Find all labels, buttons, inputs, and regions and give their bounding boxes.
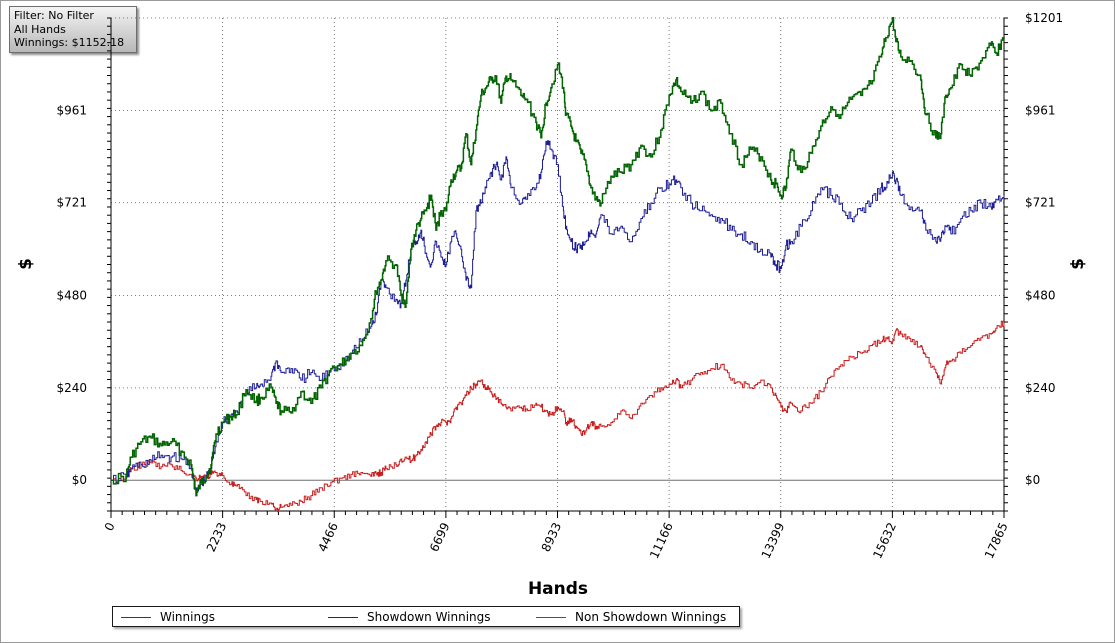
hands-scope-label: All Hands — [14, 22, 66, 36]
y-left-tick-label-0: $961 — [56, 103, 87, 117]
y-right-tick-label-1: $961 — [1025, 103, 1056, 117]
x-axis-title: Hands — [528, 579, 588, 599]
y-left-tick-label-2: $480 — [56, 288, 87, 302]
series-line-1 — [111, 140, 1005, 495]
x-tick-label-4: 8933 — [539, 520, 565, 554]
x-tick-label-7: 15632 — [870, 520, 899, 561]
series-layer — [111, 17, 1005, 513]
y-left-tick-label-3: $240 — [56, 381, 87, 395]
legend-label-winnings: Winnings — [160, 610, 215, 624]
series-line-2 — [111, 320, 1005, 513]
legend-label-showdown: Showdown Winnings — [367, 610, 491, 624]
y-left-tick-label-1: $721 — [56, 196, 87, 210]
y-left-tick-label-4: $0 — [72, 473, 87, 487]
x-tick-label-0: 0 — [102, 520, 118, 533]
y-right-tick-label-3: $480 — [1025, 288, 1056, 302]
legend-item-non-showdown: Non Showdown Winnings — [536, 610, 726, 624]
x-tick-label-6: 13399 — [759, 520, 788, 561]
legend: Winnings Showdown Winnings Non Showdown … — [112, 606, 740, 627]
x-tick-label-2: 4466 — [315, 520, 341, 554]
grid-layer — [111, 17, 1004, 511]
y-axis-title-right: $ — [1068, 258, 1088, 270]
series-line-0 — [111, 17, 1005, 497]
x-tick-label-1: 2233 — [204, 520, 230, 554]
legend-item-winnings: Winnings — [121, 610, 215, 624]
x-tick-label-5: 11166 — [647, 520, 676, 561]
x-tick-label-8: 17865 — [982, 520, 1011, 561]
y-right-tick-label-0: $1201 — [1025, 11, 1063, 25]
legend-swatch-showdown — [328, 616, 358, 618]
y-right-tick-label-4: $240 — [1025, 381, 1056, 395]
filter-info-box: Filter: No Filter All Hands Winnings: $1… — [9, 6, 137, 53]
x-tick-label-3: 6699 — [427, 520, 453, 554]
y-axis-title-left: $ — [16, 258, 36, 270]
legend-swatch-winnings — [121, 616, 151, 618]
filter-label: Filter: No Filter — [14, 9, 94, 22]
legend-item-showdown: Showdown Winnings — [328, 610, 491, 624]
axes-layer: 0 2233 4466 6699 8933 11166 13399 15632 17865 $96… — [56, 11, 1063, 561]
y-right-tick-label-2: $721 — [1025, 196, 1056, 210]
total-winnings-label: Winnings: $1152.18 — [14, 36, 125, 49]
legend-swatch-non-showdown — [536, 616, 566, 618]
y-right-tick-label-5: $0 — [1025, 473, 1040, 487]
legend-label-non-showdown: Non Showdown Winnings — [575, 610, 727, 624]
